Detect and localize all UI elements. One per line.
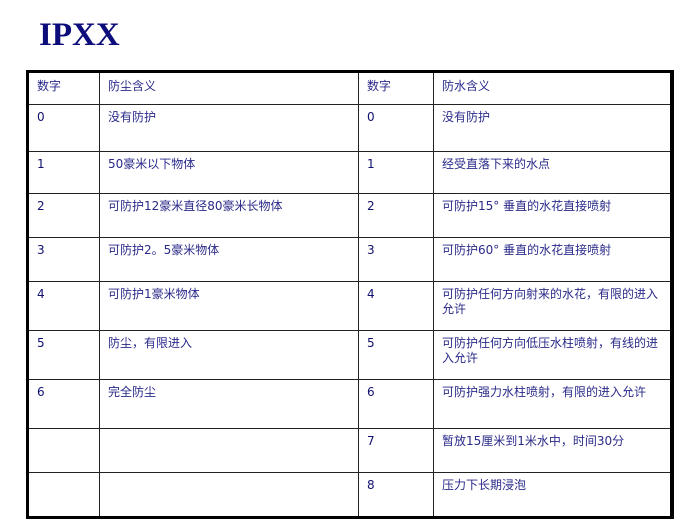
- water-number-cell: 1: [358, 151, 434, 194]
- water-number-cell: 3: [358, 237, 434, 282]
- header-water-meaning: 防水含义: [433, 71, 672, 105]
- table-row: 8 压力下长期浸泡: [27, 472, 672, 518]
- water-meaning-cell: 没有防护: [433, 104, 672, 152]
- header-dust-meaning: 防尘含义: [99, 71, 359, 105]
- water-meaning-cell: 暂放15厘米到1米水中，时间30分: [433, 428, 672, 473]
- table-row: 7 暂放15厘米到1米水中，时间30分: [27, 428, 672, 473]
- table-row: 0 没有防护 0 没有防护: [27, 104, 672, 152]
- water-number-cell: 8: [358, 472, 434, 518]
- water-meaning-cell: 经受直落下来的水点: [433, 151, 672, 194]
- table-header-row: 数字 防尘含义 数字 防水含义: [27, 71, 672, 105]
- dust-meaning-cell: [99, 472, 359, 518]
- dust-meaning-cell: 可防护1豪米物体: [99, 281, 359, 331]
- header-dust-number: 数字: [27, 71, 100, 105]
- water-number-cell: 6: [358, 379, 434, 429]
- water-number-cell: 0: [358, 104, 434, 152]
- water-number-cell: 7: [358, 428, 434, 473]
- dust-number-cell: 6: [27, 379, 100, 429]
- dust-meaning-cell: 防尘，有限进入: [99, 330, 359, 380]
- table-row: 5 防尘，有限进入 5 可防护任何方向低压水柱喷射，有线的进入允许: [27, 330, 672, 380]
- dust-number-cell: 4: [27, 281, 100, 331]
- water-meaning-cell: 可防护15° 垂直的水花直接喷射: [433, 193, 672, 238]
- water-meaning-cell: 可防护强力水柱喷射，有限的进入允许: [433, 379, 672, 429]
- dust-number-cell: 3: [27, 237, 100, 282]
- dust-meaning-cell: 完全防尘: [99, 379, 359, 429]
- dust-meaning-cell: 可防护2。5豪米物体: [99, 237, 359, 282]
- dust-number-cell: [27, 472, 100, 518]
- dust-number-cell: 2: [27, 193, 100, 238]
- page-title: IPXX: [39, 17, 120, 53]
- table-row: 6 完全防尘 6 可防护强力水柱喷射，有限的进入允许: [27, 379, 672, 429]
- dust-number-cell: 0: [27, 104, 100, 152]
- water-meaning-cell: 可防护任何方向低压水柱喷射，有线的进入允许: [433, 330, 672, 380]
- table-row: 2 可防护12豪米直径80豪米长物体 2 可防护15° 垂直的水花直接喷射: [27, 193, 672, 238]
- water-number-cell: 5: [358, 330, 434, 380]
- ip-rating-table: 数字 防尘含义 数字 防水含义 0 没有防护 0 没有防护 1 50豪米以下物体 1 经受直落…: [26, 70, 674, 519]
- dust-number-cell: [27, 428, 100, 473]
- table-row: 4 可防护1豪米物体 4 可防护任何方向射来的水花，有限的进入允许: [27, 281, 672, 331]
- water-meaning-cell: 可防护60° 垂直的水花直接喷射: [433, 237, 672, 282]
- header-water-number: 数字: [358, 71, 434, 105]
- water-number-cell: 4: [358, 281, 434, 331]
- water-number-cell: 2: [358, 193, 434, 238]
- dust-meaning-cell: 可防护12豪米直径80豪米长物体: [99, 193, 359, 238]
- dust-number-cell: 1: [27, 151, 100, 194]
- water-meaning-cell: 可防护任何方向射来的水花，有限的进入允许: [433, 281, 672, 331]
- water-meaning-cell: 压力下长期浸泡: [433, 472, 672, 518]
- dust-meaning-cell: 50豪米以下物体: [99, 151, 359, 194]
- dust-meaning-cell: [99, 428, 359, 473]
- dust-number-cell: 5: [27, 330, 100, 380]
- table-row: 1 50豪米以下物体 1 经受直落下来的水点: [27, 151, 672, 194]
- table-row: 3 可防护2。5豪米物体 3 可防护60° 垂直的水花直接喷射: [27, 237, 672, 282]
- dust-meaning-cell: 没有防护: [99, 104, 359, 152]
